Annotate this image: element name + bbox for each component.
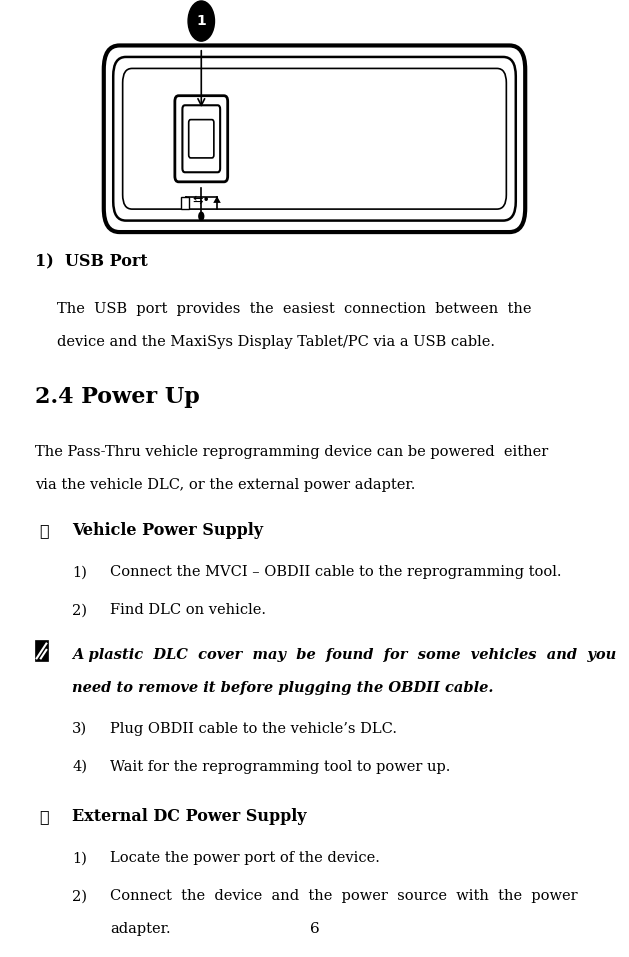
Text: Vehicle Power Supply: Vehicle Power Supply [72,523,264,540]
Text: Find DLC on vehicle.: Find DLC on vehicle. [110,603,266,617]
Circle shape [198,211,204,221]
Circle shape [188,1,214,41]
Text: Connect  the  device  and  the  power  source  with  the  power: Connect the device and the power source … [110,889,577,903]
Text: ⇆•: ⇆• [192,193,210,207]
Text: 1: 1 [196,14,206,28]
Text: need to remove it before plugging the OBDII cable.: need to remove it before plugging the OB… [72,680,494,695]
Text: ✓: ✓ [39,809,48,825]
Text: device and the MaxiSys Display Tablet/PC via a USB cable.: device and the MaxiSys Display Tablet/PC… [57,335,494,348]
Text: 3): 3) [72,723,87,736]
Polygon shape [213,196,221,203]
FancyBboxPatch shape [189,120,214,158]
FancyBboxPatch shape [175,96,228,182]
Text: External DC Power Supply: External DC Power Supply [72,809,307,825]
Text: adapter.: adapter. [110,922,170,936]
Text: 2): 2) [72,603,87,617]
Text: Locate the power port of the device.: Locate the power port of the device. [110,852,380,865]
Text: 2): 2) [72,889,87,903]
FancyBboxPatch shape [104,45,525,232]
Text: The  USB  port  provides  the  easiest  connection  between  the: The USB port provides the easiest connec… [57,301,531,316]
Bar [181,197,189,209]
Text: Wait for the reprogramming tool to power up.: Wait for the reprogramming tool to power… [110,760,450,774]
Text: Connect the MVCI – OBDII cable to the reprogramming tool.: Connect the MVCI – OBDII cable to the re… [110,566,562,579]
FancyBboxPatch shape [123,69,506,209]
FancyBboxPatch shape [182,105,220,172]
Text: The Pass-Thru vehicle reprogramming device can be powered  either: The Pass-Thru vehicle reprogramming devi… [35,445,548,458]
Text: 2.4 Power Up: 2.4 Power Up [35,387,199,409]
Text: 1): 1) [72,566,87,579]
Text: via the vehicle DLC, or the external power adapter.: via the vehicle DLC, or the external pow… [35,478,415,492]
Text: 1): 1) [72,852,87,865]
Text: ✓: ✓ [39,523,48,540]
Text: 6: 6 [309,922,320,936]
Text: 1)  USB Port: 1) USB Port [35,254,147,271]
Text: Plug OBDII cable to the vehicle’s DLC.: Plug OBDII cable to the vehicle’s DLC. [110,723,397,736]
Text: A plastic  DLC  cover  may  be  found  for  some  vehicles  and  you: A plastic DLC cover may be found for som… [72,648,616,662]
Bar [35,640,48,661]
FancyBboxPatch shape [113,56,516,221]
Text: 4): 4) [72,760,87,774]
